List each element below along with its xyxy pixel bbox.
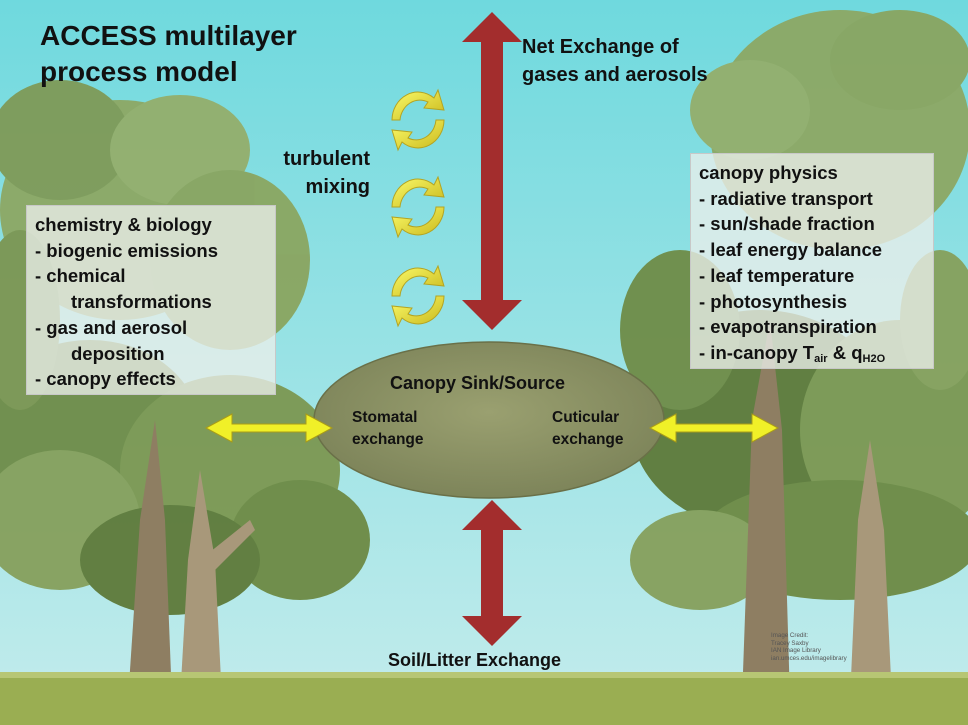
right-box-last-line: - in-canopy Tair & qH2O bbox=[699, 340, 925, 373]
turbulent-line-2: mixing bbox=[305, 176, 370, 198]
net-exchange-arrow bbox=[462, 12, 522, 330]
net-exchange-line-1: Net Exchange of bbox=[522, 36, 679, 58]
image-credit: Image Credit: Tracey Saxby IAN Image Lib… bbox=[771, 632, 847, 662]
left-box-line: - chemical bbox=[35, 265, 126, 287]
right-box-line: - sun/shade fraction bbox=[699, 213, 875, 235]
left-box-line: - gas and aerosol bbox=[35, 316, 188, 338]
turbulent-mixing-label: turbulent mixing bbox=[238, 145, 370, 201]
stomatal-exchange-label: Stomatal exchange bbox=[352, 407, 424, 451]
credit-line: Image Credit: bbox=[771, 632, 809, 639]
h2o-subscript: H2O bbox=[862, 352, 886, 365]
tair-subscript: air bbox=[814, 352, 828, 365]
right-box-line: - photosynthesis bbox=[699, 290, 848, 312]
credit-line: Tracey Saxby bbox=[771, 639, 809, 647]
credit-line: IAN Image Library bbox=[771, 647, 821, 654]
right-box-line: - evapotranspiration bbox=[699, 316, 877, 338]
turbulent-mixing-swirls bbox=[391, 88, 445, 328]
net-exchange-label: Net Exchange of gases and aerosols bbox=[522, 33, 708, 89]
left-box-line: - canopy effects bbox=[35, 368, 176, 390]
left-tree-trunks bbox=[128, 420, 255, 700]
left-exchange-arrow bbox=[204, 413, 334, 443]
page-title: ACCESS multilayer process model bbox=[40, 18, 297, 90]
right-box-line: - leaf temperature bbox=[699, 264, 855, 286]
stomatal-line-2: exchange bbox=[352, 431, 424, 448]
title-line-1: ACCESS multilayer bbox=[40, 20, 297, 51]
left-box-line: - biogenic emissions bbox=[35, 239, 218, 261]
right-box-line: canopy physics bbox=[699, 162, 838, 183]
ground bbox=[0, 672, 968, 725]
q-prefix: & q bbox=[827, 341, 863, 363]
right-box-line: - leaf energy balance bbox=[699, 239, 883, 261]
right-box-line: - radiative transport bbox=[699, 187, 873, 209]
credit-line: ian.umces.edu/imagelibrary bbox=[771, 654, 847, 662]
left-box-line: chemistry & biology bbox=[35, 214, 212, 235]
cuticular-line-1: Cuticular bbox=[552, 409, 620, 426]
cuticular-line-2: exchange bbox=[552, 431, 624, 448]
chemistry-biology-box: chemistry & biology - biogenic emissions… bbox=[26, 205, 276, 395]
cuticular-exchange-label: Cuticular exchange bbox=[552, 407, 624, 451]
left-box-line: deposition bbox=[71, 342, 165, 364]
right-exchange-arrow bbox=[648, 413, 780, 443]
left-box-line: transformations bbox=[71, 291, 212, 313]
stomatal-line-1: Stomatal bbox=[352, 409, 418, 426]
soil-exchange-arrow bbox=[462, 500, 522, 646]
soil-litter-exchange-label: Soil/Litter Exchange bbox=[388, 650, 562, 670]
tair-prefix: - in-canopy T bbox=[699, 341, 815, 363]
net-exchange-line-2: gases and aerosols bbox=[522, 64, 708, 86]
turbulent-line-1: turbulent bbox=[283, 148, 370, 170]
canopy-sink-source-label: Canopy Sink/Source bbox=[390, 373, 566, 393]
title-line-2: process model bbox=[40, 56, 238, 87]
canopy-physics-box: canopy physics - radiative transport - s… bbox=[690, 153, 934, 369]
